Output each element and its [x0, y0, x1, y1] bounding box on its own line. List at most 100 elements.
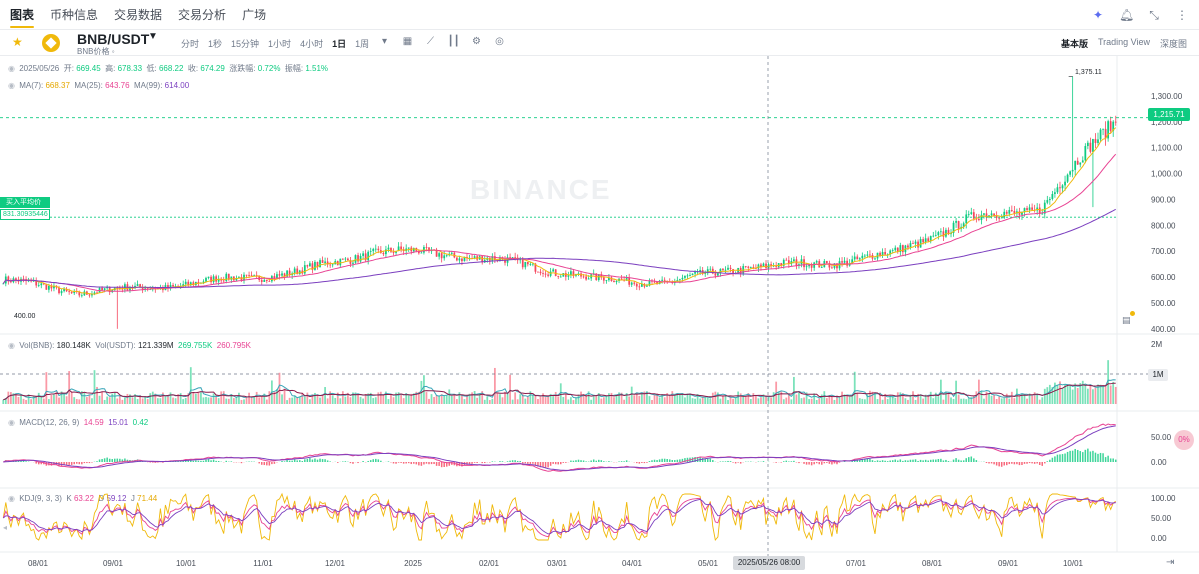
collapse-icon[interactable]: ⤡	[1149, 7, 1159, 22]
candle-body	[620, 278, 623, 280]
tab-trading-analysis[interactable]: 交易分析	[178, 7, 227, 22]
tab-coin-info[interactable]: 币种信息	[50, 7, 99, 22]
buy-average-label: 买入平均价	[0, 197, 50, 208]
eye-icon[interactable]: ◉	[8, 64, 15, 73]
eye-icon[interactable]: ◉	[8, 494, 15, 503]
volume-bar	[711, 392, 714, 404]
volume-bar	[471, 392, 473, 404]
volume-bar	[263, 393, 266, 404]
volume-bar	[1031, 394, 1033, 404]
date-tick: 05/01	[698, 559, 719, 568]
volume-bar	[93, 370, 96, 404]
candle-body	[532, 263, 534, 265]
indicator-icon[interactable]: ⟋	[427, 36, 434, 47]
candle-body	[45, 284, 48, 290]
candle-type-icon[interactable]: ┃┃	[447, 36, 460, 47]
candle-body	[207, 276, 210, 278]
pair-subtitle: BNB价格 ◦	[77, 47, 115, 56]
view-basic[interactable]: 基本版	[1060, 39, 1088, 49]
candle-body	[952, 222, 955, 233]
interval-4h[interactable]: 4小时	[300, 39, 324, 49]
pair-selector[interactable]: BNB/USDT	[77, 31, 150, 47]
volume-bar	[732, 398, 734, 404]
interval-1w[interactable]: 1周	[355, 39, 370, 49]
volume-bar	[349, 397, 352, 404]
tab-chart[interactable]: 图表	[10, 0, 35, 30]
more-icon[interactable]: ⋮	[1176, 8, 1188, 22]
interval-1d[interactable]: 1日	[332, 39, 347, 49]
volume-bar	[65, 396, 68, 404]
candle-body	[30, 280, 33, 282]
volume-bar	[805, 392, 808, 404]
candle-body	[1086, 142, 1089, 147]
candle-body	[354, 255, 357, 263]
candle-body	[917, 241, 919, 248]
tab-square[interactable]: 广场	[242, 7, 267, 22]
date-tick: 09/01	[103, 559, 124, 568]
eye-icon[interactable]: ◉	[8, 418, 15, 427]
calendar-icon[interactable]: ▦	[402, 36, 413, 47]
volume-bar	[402, 398, 405, 404]
candle-body	[597, 274, 600, 281]
eye-icon[interactable]: ◉	[8, 81, 15, 90]
volume-bar	[808, 399, 810, 404]
scroll-to-latest-icon[interactable]: ⇥	[1166, 557, 1175, 568]
interval-15m[interactable]: 15分钟	[231, 39, 260, 49]
interval-time[interactable]: 分时	[181, 39, 200, 49]
settings-icon[interactable]: ⚙	[472, 36, 481, 47]
candlestick-chart[interactable]: 1,300.00 1,200.00 1,100.00 1,000.00 900.00 80…	[0, 56, 1199, 574]
assistant-bubble[interactable]: 0%	[1174, 430, 1194, 450]
bell-icon[interactable]: 🔔︎	[1119, 8, 1135, 22]
candle-body	[514, 257, 517, 258]
volume-bar	[889, 396, 892, 404]
view-depth[interactable]: 深度图	[1159, 39, 1187, 49]
dropdown-icon[interactable]: ▾	[381, 36, 388, 47]
volume-bar	[47, 399, 50, 404]
volume-bar	[1092, 389, 1094, 404]
target-icon[interactable]: ◎	[495, 36, 504, 47]
interval-1h[interactable]: 1小时	[268, 39, 292, 49]
candle-body	[805, 266, 808, 268]
volume-bar	[742, 396, 745, 404]
candle-body	[782, 259, 785, 266]
candle-body	[1107, 121, 1110, 139]
date-tick: 09/01	[998, 559, 1019, 568]
favorite-star-icon[interactable]: ★	[12, 35, 23, 49]
view-tradingview[interactable]: Trading View	[1097, 37, 1150, 47]
candle-body	[937, 232, 940, 236]
volume-bar	[554, 391, 557, 404]
chevron-down-icon[interactable]: ▼	[148, 31, 158, 42]
candle-body	[293, 268, 296, 274]
volume-bar	[118, 396, 121, 404]
volume-bar	[539, 397, 542, 404]
volume-bar	[917, 393, 919, 404]
candle-body	[1089, 142, 1092, 152]
volume-bar	[443, 395, 446, 404]
candle-body	[80, 295, 83, 297]
volume-bar	[20, 395, 22, 404]
sparkle-icon[interactable]: ✦	[1092, 8, 1104, 22]
candle-body	[813, 262, 816, 268]
chevron-left-icon[interactable]: ◂	[3, 523, 8, 532]
volume-bar	[1069, 385, 1072, 404]
volume-bar	[755, 395, 757, 404]
candle-body	[473, 256, 476, 259]
volume-bar	[382, 394, 385, 404]
volume-bar	[407, 395, 410, 404]
candle-body	[367, 251, 370, 261]
candle-body	[311, 263, 314, 270]
volume-bar	[1000, 398, 1003, 404]
alert-list-icon[interactable]: ▤	[1122, 315, 1131, 325]
tab-trading-data[interactable]: 交易数据	[114, 7, 163, 22]
volume-bar	[858, 398, 861, 404]
interval-1s[interactable]: 1秒	[208, 39, 223, 49]
eye-icon[interactable]: ◉	[8, 341, 15, 350]
info-icon[interactable]: ◦	[111, 47, 115, 56]
volume-bar	[1010, 391, 1013, 404]
volume-bar	[430, 394, 433, 404]
volume-bar	[567, 399, 570, 404]
candle-body	[263, 279, 266, 282]
candle-body	[458, 258, 461, 261]
candle-body	[828, 263, 831, 268]
volume-bar	[602, 397, 605, 404]
